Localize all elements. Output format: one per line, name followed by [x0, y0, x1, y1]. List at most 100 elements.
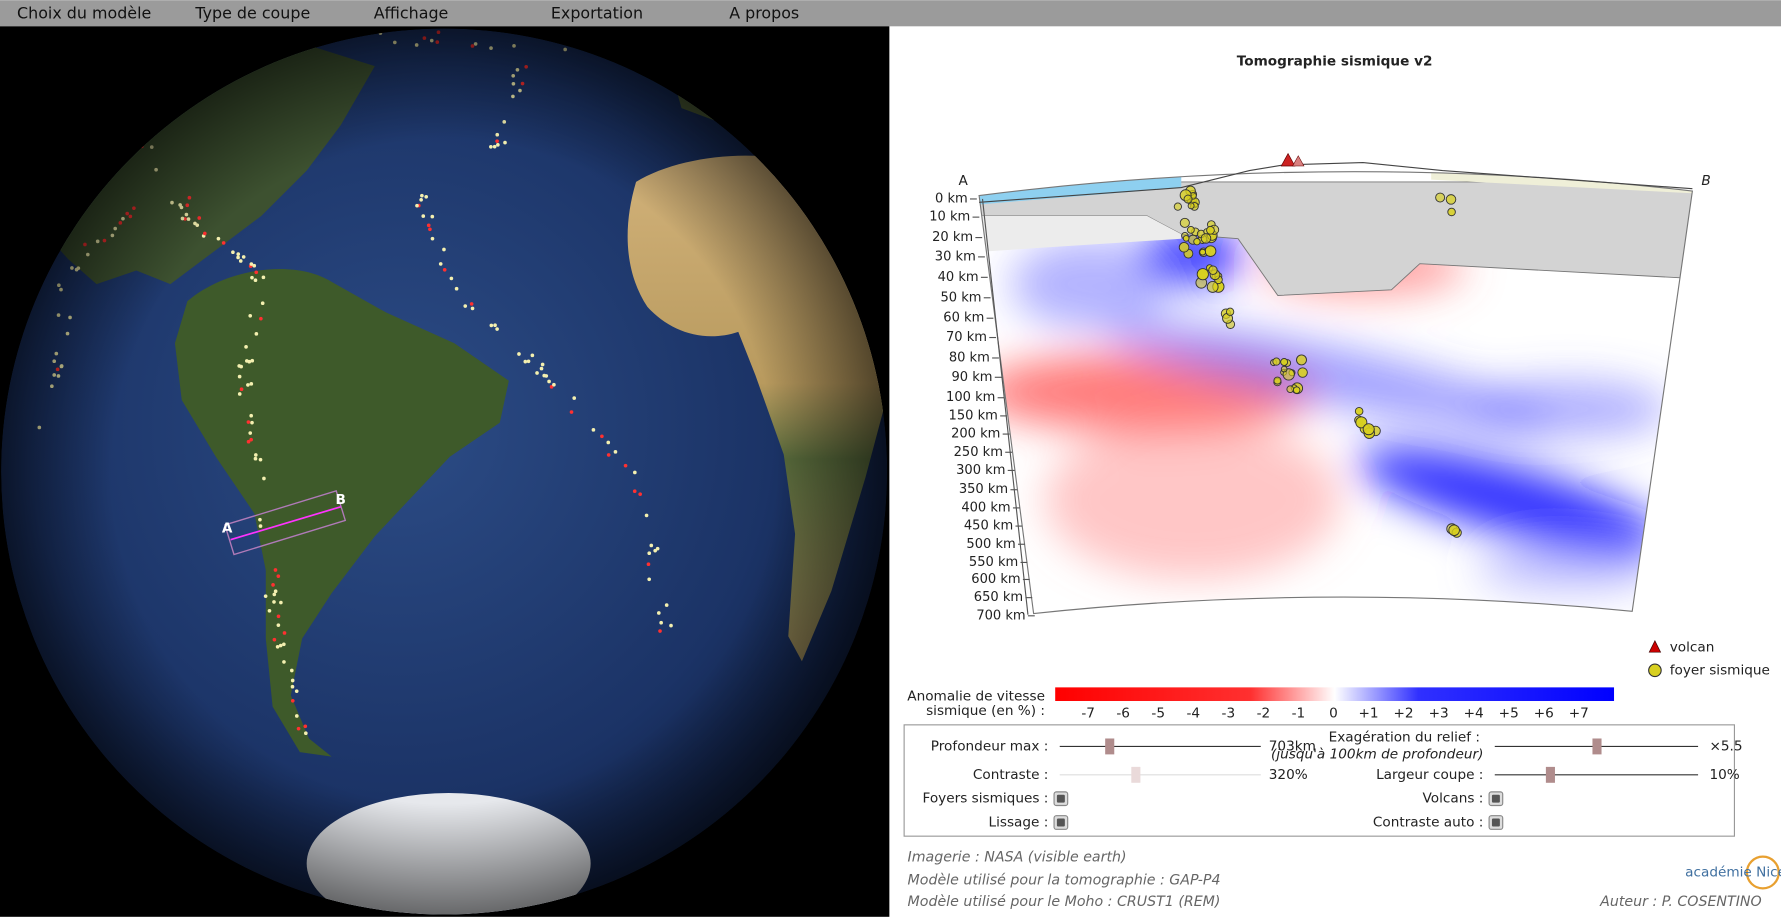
foci-checkbox-mark — [1056, 794, 1065, 803]
section-band — [224, 490, 347, 556]
seismic-focus — [1447, 207, 1456, 217]
menu-item[interactable]: Exportation — [551, 3, 643, 22]
seismic-focus — [1173, 202, 1182, 211]
depth-label: 700 km — [976, 608, 1025, 623]
sediment — [1431, 171, 1693, 194]
relief-slider-thumb[interactable] — [1592, 738, 1602, 755]
seismic-focus — [1178, 241, 1190, 253]
colorbar-tick: -2 — [1257, 705, 1271, 721]
legend-focus-icon — [1648, 663, 1662, 678]
seismic-focus — [1186, 226, 1195, 234]
credit: Modèle utilisé pour le Moho : CRUST1 (RE… — [908, 894, 1221, 910]
seismic-focus — [1448, 524, 1460, 537]
seismic-focus — [1297, 367, 1308, 378]
seismic-focus — [1225, 307, 1235, 316]
relief-note: (jusqu'à 100km de profondeur) — [1271, 746, 1483, 762]
depth-label: 30 km — [935, 249, 976, 264]
colorbar-gradient — [1055, 687, 1615, 702]
legend: volcan foyer sismique — [1648, 640, 1770, 678]
controls: Profondeur max : 703km Exagération du reli… — [903, 724, 1743, 837]
colorbar-tick: +5 — [1499, 705, 1519, 721]
depth-max-slider-thumb[interactable] — [1105, 738, 1115, 755]
colorbar-tick: +3 — [1429, 705, 1449, 721]
colorbar-tick: +1 — [1358, 705, 1378, 721]
colorbar-tick: 0 — [1329, 705, 1338, 721]
depth-label: 550 km — [969, 555, 1018, 570]
width-value: 10% — [1709, 767, 1739, 783]
seismic-focus — [1272, 357, 1281, 366]
foci-label: Foyers sismiques : — [922, 791, 1048, 807]
logo-text: académie Nice — [1685, 865, 1781, 881]
volcano — [1292, 155, 1305, 167]
depth-label: 20 km — [932, 230, 973, 245]
auto-contrast-checkbox-mark — [1491, 818, 1500, 827]
colorbar-tick: -5 — [1151, 705, 1165, 721]
depth-label: 60 km — [943, 311, 984, 326]
menu-item[interactable]: A propos — [729, 3, 799, 22]
seismic-focus — [1362, 423, 1375, 436]
depth-labels: 0 km 10 km 20 km 30 km 40 km 50 km 60 km 70 km 8… — [929, 191, 1035, 623]
seismic-focus — [1199, 248, 1207, 256]
depth-label: 650 km — [974, 590, 1023, 605]
depth-label: 50 km — [940, 290, 981, 305]
seismic-focus — [1286, 385, 1295, 394]
colorbar-tick: -7 — [1081, 705, 1095, 721]
smoothing-checkbox-mark — [1056, 818, 1065, 827]
smoothing-label: Lissage : — [988, 815, 1048, 831]
colorbar-tick: -3 — [1222, 705, 1236, 721]
globe[interactable] — [1, 25, 893, 917]
contrast-slider-thumb[interactable] — [1131, 766, 1141, 783]
menu-item[interactable]: Type de coupe — [194, 3, 310, 22]
legend-volcano: volcan — [1670, 640, 1715, 656]
credit: Imagerie : NASA (visible earth) — [908, 850, 1127, 866]
seismic-focus — [1200, 233, 1212, 244]
depth-label: 450 km — [964, 519, 1013, 534]
seismic-focus — [1208, 265, 1218, 275]
seismic-focus — [1196, 268, 1209, 281]
depth-max-value: 703km — [1269, 738, 1316, 754]
volcanoes-checkbox-mark — [1491, 794, 1500, 803]
colorbar-tick: +6 — [1534, 705, 1554, 721]
section-label-a: A — [959, 173, 969, 189]
section-trace: A B — [222, 490, 347, 556]
oceanic-crust — [979, 215, 1182, 253]
relief-label: Exagération du relief : — [1329, 729, 1480, 745]
menu-bar — [0, 0, 1781, 27]
colorbar-tick: +7 — [1569, 705, 1589, 721]
credit: Modèle utilisé pour la tomographie : GAP… — [908, 872, 1221, 888]
depth-label: 40 km — [938, 270, 979, 285]
depth-label: 80 km — [949, 350, 990, 365]
menu: Choix du modèle Type de coupe Affichage Exp… — [17, 3, 799, 22]
depth-label: 600 km — [971, 572, 1020, 587]
seismic-focus — [1179, 217, 1190, 228]
seismic-foci — [1173, 185, 1462, 538]
depth-label: 10 km — [929, 210, 970, 225]
width-slider-thumb[interactable] — [1545, 766, 1555, 783]
depth-label: 0 km — [935, 191, 968, 206]
depth-label: 500 km — [966, 537, 1015, 552]
colorbar-tick: -6 — [1116, 705, 1130, 721]
menu-item[interactable]: Affichage — [374, 3, 449, 22]
seismic-focus — [1296, 354, 1307, 366]
seismic-focus — [1182, 235, 1190, 242]
seismic-focus — [1280, 365, 1288, 373]
seismic-focus — [1187, 202, 1195, 210]
tomography — [979, 227, 1670, 591]
section-line — [230, 505, 341, 541]
credit-author: Auteur : P. COSENTINO — [1599, 894, 1762, 910]
credits: Imagerie : NASA (visible earth) Modèle u… — [908, 850, 1781, 910]
auto-contrast-label: Contraste auto : — [1373, 815, 1484, 831]
seismic-focus — [1204, 245, 1217, 257]
colorbar-title: sismique (en %) : — [926, 703, 1045, 719]
colorbar-tick: +2 — [1394, 705, 1414, 721]
globe-label-a: A — [222, 520, 233, 536]
seismic-focus — [1206, 225, 1215, 235]
contrast-value: 320% — [1269, 767, 1308, 783]
seismic-focus — [1280, 358, 1289, 366]
menu-item[interactable]: Choix du modèle — [17, 3, 151, 22]
legend-focus: foyer sismique — [1670, 662, 1770, 678]
depth-max-label: Profondeur max : — [931, 738, 1049, 754]
colorbar-title: Anomalie de vitesse — [907, 688, 1045, 704]
depth-label: 400 km — [961, 500, 1010, 515]
